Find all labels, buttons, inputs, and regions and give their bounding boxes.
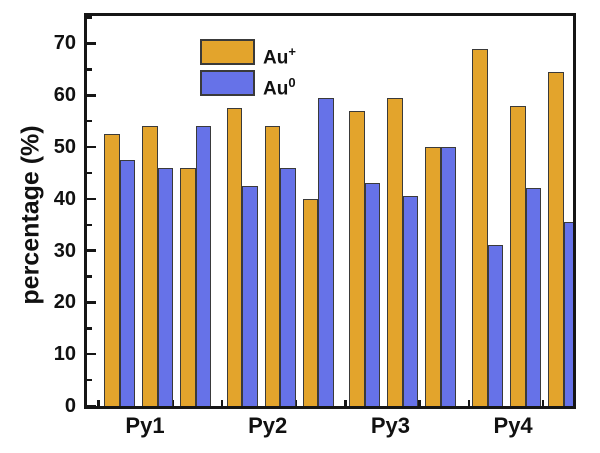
y-tick-label: 60 xyxy=(53,84,76,107)
y-major-tick xyxy=(87,301,96,304)
x-minor-tick xyxy=(97,400,100,406)
bar-Auzero-py2-1 xyxy=(242,185,258,406)
bar-Auplus-py1-2 xyxy=(142,126,158,406)
x-category-label-py1: Py1 xyxy=(125,413,165,438)
x-minor-tick xyxy=(294,400,298,406)
x-category-label-py2: Py2 xyxy=(248,413,288,438)
x-minor-tick xyxy=(344,400,347,406)
y-minor-tick xyxy=(87,171,92,175)
bar-Auzero-py4-3 xyxy=(563,222,573,406)
bar-Auzero-py4-1 xyxy=(487,245,504,406)
legend-swatch-Auzero xyxy=(200,70,255,96)
y-major-tick xyxy=(87,352,96,356)
x-minor-tick xyxy=(418,400,421,406)
legend-label-Auplus: Au+ xyxy=(263,44,296,69)
y-tick-label: 50 xyxy=(53,136,76,158)
y-major-tick xyxy=(87,94,96,97)
bar-Auzero-py1-3 xyxy=(195,126,211,406)
y-minor-tick xyxy=(87,119,92,123)
legend-swatch-Auplus xyxy=(200,39,255,65)
bar-Auplus-py1-1 xyxy=(104,134,120,406)
x-minor-tick xyxy=(220,400,224,406)
y-minor-tick xyxy=(87,223,92,226)
bar-Auplus-py3-1 xyxy=(349,110,365,406)
bar-Auplus-py3-3 xyxy=(425,147,441,406)
x-category-label-py3: Py3 xyxy=(370,413,410,438)
bar-Auplus-py3-2 xyxy=(387,97,403,406)
y-minor-tick xyxy=(87,16,92,19)
bar-Auzero-py3-3 xyxy=(440,147,457,406)
x-minor-tick xyxy=(541,400,545,406)
y-tick-label: 0 xyxy=(64,395,76,417)
y-minor-tick xyxy=(87,275,92,278)
plot-area: Au+ Au0 xyxy=(84,13,576,409)
y-minor-tick xyxy=(87,68,92,71)
y-major-tick xyxy=(87,197,96,201)
bar-Auplus-py4-3 xyxy=(548,71,564,406)
x-minor-tick xyxy=(467,400,471,406)
bar-Auzero-py1-1 xyxy=(119,160,135,406)
bar-Auzero-py2-3 xyxy=(318,97,334,406)
y-minor-tick xyxy=(87,327,92,330)
y-minor-tick xyxy=(87,378,92,382)
y-tick-label: 10 xyxy=(53,343,76,366)
y-major-tick xyxy=(87,404,96,406)
bar-Auplus-py4-1 xyxy=(472,48,488,406)
bar-Auzero-py3-2 xyxy=(402,196,419,406)
x-category-label-py4: Py4 xyxy=(493,413,533,438)
bar-Auplus-py1-3 xyxy=(180,167,196,406)
bar-Auzero-py1-2 xyxy=(157,167,173,406)
bar-Auzero-py4-2 xyxy=(525,188,542,406)
y-tick-label: 70 xyxy=(53,32,76,55)
y-tick-label: 30 xyxy=(53,239,76,262)
y-tick-label: 40 xyxy=(53,187,76,210)
bar-Auplus-py4-2 xyxy=(510,105,526,406)
y-major-tick xyxy=(87,249,96,252)
bar-Auzero-py2-2 xyxy=(280,167,296,406)
bar-Auplus-py2-1 xyxy=(226,108,243,406)
bar-Auplus-py2-3 xyxy=(302,198,319,406)
bar-Auplus-py2-2 xyxy=(264,126,281,406)
bar-Auzero-py3-1 xyxy=(364,183,381,406)
y-major-tick xyxy=(87,145,96,149)
y-major-tick xyxy=(87,42,96,45)
legend-label-Auzero: Au0 xyxy=(263,75,296,100)
y-tick-label: 20 xyxy=(53,291,76,314)
